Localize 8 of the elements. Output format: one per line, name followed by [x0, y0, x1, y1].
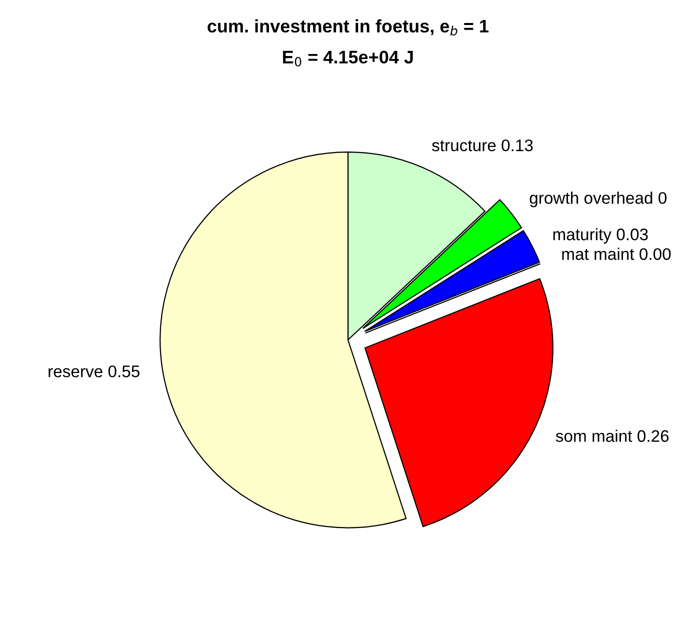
slice-label: growth overhead 0	[530, 192, 667, 208]
slice-label: reserve 0.55	[48, 365, 140, 378]
chart-subtitle: E$_{0}$ = 4.15e+04 J	[283, 50, 413, 66]
slice-label: structure 0.13	[432, 139, 533, 152]
slice-label: som maint 0.26	[556, 430, 669, 442]
slice-label: maturity 0.03	[553, 228, 648, 244]
category-label: mat maint 0.00	[562, 248, 671, 260]
chart-title: cum. investment in foetus, e$_{b}$ = 1	[208, 19, 488, 36]
